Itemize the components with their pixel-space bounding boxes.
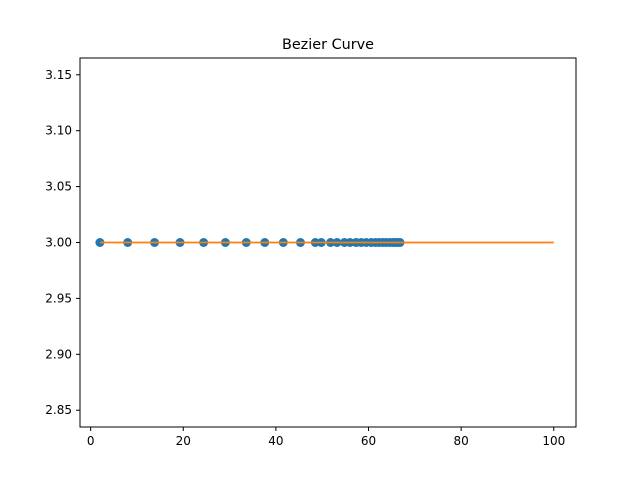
y-tick-label: 2.85 [45,403,72,417]
x-tick-label: 0 [87,434,95,448]
y-axis: 2.85 2.90 2.95 3.00 3.05 3.10 3.15 [45,68,80,417]
y-tick-label: 2.90 [45,347,72,361]
plot-area [95,238,554,247]
x-tick-label: 40 [268,434,283,448]
y-tick-label: 3.05 [45,180,72,194]
y-tick-label: 3.15 [45,68,72,82]
chart-title: Bezier Curve [282,37,374,53]
x-tick-label: 80 [454,434,469,448]
x-axis: 0 20 40 60 80 100 [87,427,565,448]
x-tick-label: 60 [361,434,376,448]
y-tick-label: 3.00 [45,236,72,250]
x-tick-label: 20 [176,434,191,448]
x-tick-label: 100 [542,434,565,448]
y-tick-label: 3.10 [45,124,72,138]
y-tick-label: 2.95 [45,291,72,305]
axes-frame [79,57,577,428]
